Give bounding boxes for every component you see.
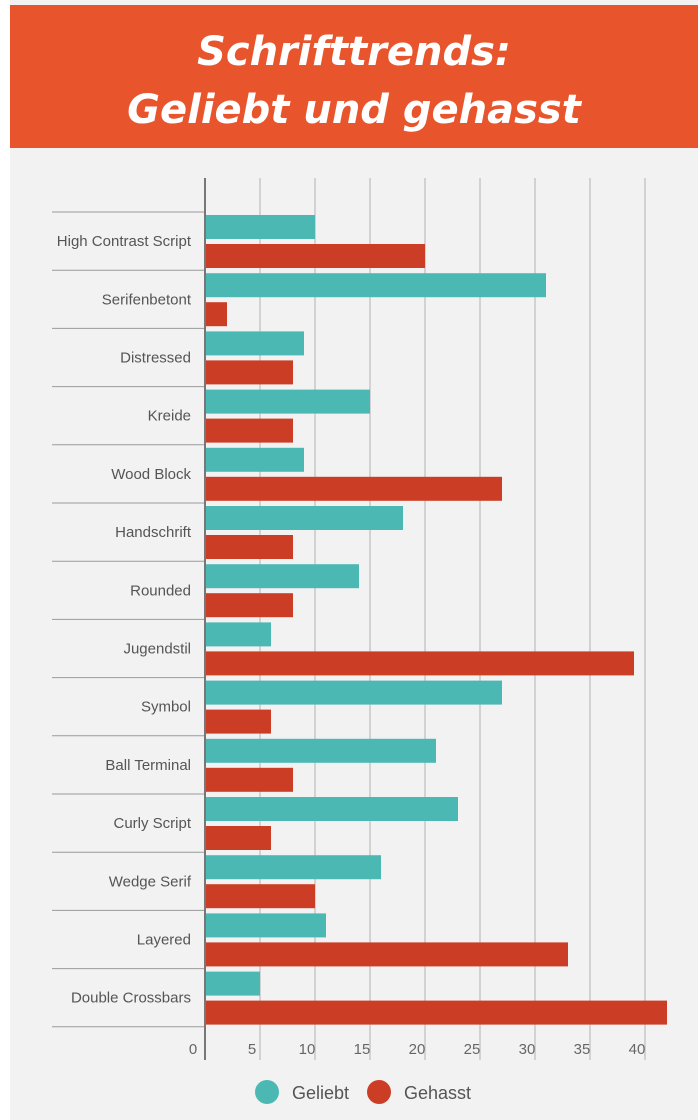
x-tick-label: 25: [464, 1041, 481, 1058]
bar-gehasst-handschrift: [205, 535, 293, 559]
x-tick-label: 35: [574, 1041, 591, 1058]
bar-gehasst-double-crossbars: [205, 1000, 667, 1025]
bar-gehasst-wood-block: [205, 476, 502, 501]
category-label: Layered: [137, 932, 191, 949]
bar-gehasst-curly-script: [205, 826, 271, 850]
category-label: Rounded: [130, 582, 191, 599]
title-line-1: Schrifttrends:: [197, 29, 511, 75]
x-tick-label: 15: [354, 1041, 371, 1058]
bar-geliebt-distressed: [205, 331, 304, 356]
x-tick-label: 5: [248, 1041, 256, 1058]
category-label: Wedge Serif: [109, 873, 192, 890]
bar-geliebt-kreide: [205, 389, 370, 414]
bar-geliebt-layered: [205, 913, 326, 938]
category-label: Jugendstil: [123, 641, 191, 658]
legend-marker-geliebt: [255, 1080, 279, 1104]
category-label: Symbol: [141, 699, 191, 716]
category-label: Double Crossbars: [71, 990, 191, 1007]
category-label: Handschrift: [115, 524, 192, 541]
category-label: Ball Terminal: [105, 757, 191, 774]
category-label: High Contrast Script: [57, 233, 192, 250]
x-tick-label: 0: [189, 1041, 197, 1058]
bar-geliebt-double-crossbars: [205, 971, 260, 996]
title-banner: Schrifttrends: Geliebt und gehasst: [10, 5, 698, 148]
category-label: Curly Script: [113, 815, 191, 832]
legend-label-geliebt: Geliebt: [292, 1083, 349, 1103]
bar-gehasst-jugendstil: [205, 651, 634, 676]
x-tick-label: 30: [519, 1041, 536, 1058]
bar-geliebt-wedge-serif: [205, 855, 381, 880]
bar-gehasst-kreide: [205, 418, 293, 443]
bar-geliebt-handschrift: [205, 506, 403, 530]
bar-gehasst-rounded: [205, 593, 293, 618]
chart-card: [10, 0, 698, 1120]
bar-gehasst-layered: [205, 942, 568, 967]
bar-geliebt-curly-script: [205, 797, 458, 821]
bar-gehasst-ball-terminal: [205, 767, 293, 792]
bar-gehasst-wedge-serif: [205, 884, 315, 909]
bar-geliebt-rounded: [205, 564, 359, 589]
category-label: Distressed: [120, 350, 191, 367]
bar-geliebt-ball-terminal: [205, 738, 436, 763]
legend-label-gehasst: Gehasst: [404, 1083, 471, 1103]
bar-geliebt-wood-block: [205, 447, 304, 472]
category-label: Wood Block: [111, 466, 191, 483]
bar-gehasst-serifenbetont: [205, 302, 227, 327]
bar-gehasst-symbol: [205, 709, 271, 734]
legend-marker-gehasst: [367, 1080, 391, 1104]
bar-geliebt-serifenbetont: [205, 273, 546, 298]
x-tick-label: 40: [629, 1041, 646, 1058]
bar-geliebt-high-contrast-script: [205, 215, 315, 239]
category-label: Kreide: [148, 408, 191, 425]
bar-gehasst-high-contrast-script: [205, 244, 425, 268]
category-label: Serifenbetont: [102, 291, 192, 308]
bar-geliebt-jugendstil: [205, 622, 271, 647]
bar-geliebt-symbol: [205, 680, 502, 705]
x-tick-label: 10: [299, 1041, 316, 1058]
title-line-2: Geliebt und gehasst: [127, 87, 581, 133]
bar-gehasst-distressed: [205, 360, 293, 385]
x-tick-label: 20: [409, 1041, 426, 1058]
